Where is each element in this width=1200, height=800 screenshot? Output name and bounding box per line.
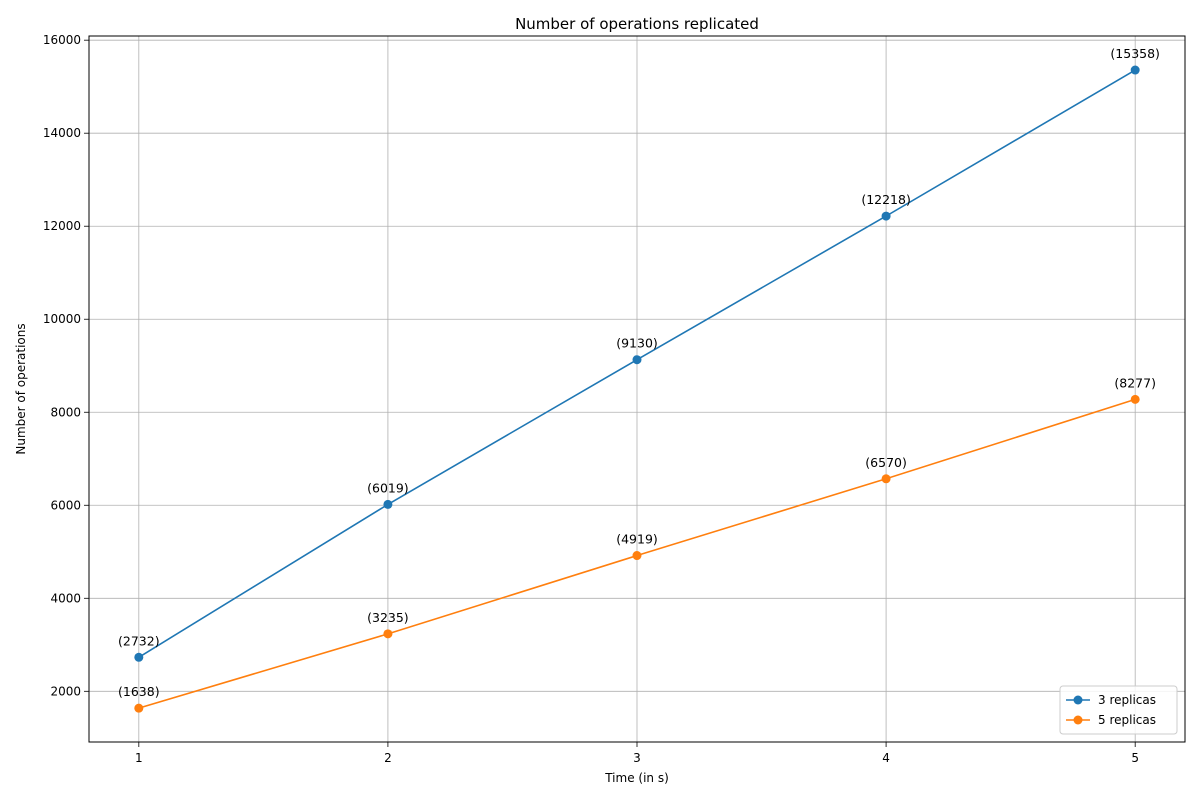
- y-tick-label: 4000: [50, 591, 81, 605]
- series-2: (1638) (3235) (4919) (6570) (8277): [118, 375, 1156, 713]
- data-point: [134, 703, 144, 713]
- data-label: (8277): [1114, 375, 1156, 390]
- data-point: [632, 355, 642, 365]
- x-tick-label: 4: [882, 751, 890, 765]
- legend-marker: [1073, 695, 1083, 705]
- x-axis-title: Time (in s): [604, 771, 669, 785]
- y-tick-label: 8000: [50, 405, 81, 419]
- legend-item: 3 replicas: [1066, 693, 1156, 707]
- x-tick-label: 2: [384, 751, 392, 765]
- legend-item: 5 replicas: [1066, 713, 1156, 727]
- x-tick-label: 5: [1131, 751, 1139, 765]
- y-tick-label: 2000: [50, 684, 81, 698]
- data-point: [881, 474, 891, 484]
- legend-box: [1059, 685, 1178, 735]
- data-label: (9130): [616, 336, 658, 351]
- data-label: (6019): [367, 480, 409, 495]
- data-point: [1130, 394, 1140, 404]
- y-tick-label: 10000: [43, 312, 81, 326]
- data-point: [383, 629, 393, 639]
- data-label: (4919): [616, 532, 658, 547]
- legend-marker: [1073, 715, 1083, 725]
- data-label: (15358): [1110, 46, 1160, 61]
- data-label: (3235): [367, 610, 409, 625]
- data-point: [632, 551, 642, 561]
- y-axis-title: Number of operations: [14, 323, 28, 454]
- data-point: [1130, 65, 1140, 75]
- y-tick-label: 6000: [50, 498, 81, 512]
- series-1: (2732) (6019) (9130) (12218) (15358): [118, 46, 1160, 662]
- legend-label: 3 replicas: [1098, 693, 1156, 707]
- x-tick-label: 3: [633, 751, 641, 765]
- y-tick-label: 14000: [43, 126, 81, 140]
- grid: [89, 36, 1185, 742]
- data-label: (6570): [865, 455, 907, 470]
- ticks: 1 2 3 4 5 2000 4000 6000 8000 10000 12000 14000 1600…: [43, 33, 1139, 765]
- data-label: (12218): [861, 192, 911, 207]
- series-layer: (2732) (6019) (9130) (12218) (15358) (1638) (3…: [118, 46, 1160, 713]
- data-point: [134, 652, 144, 662]
- data-label: (2732): [118, 633, 160, 648]
- y-tick-label: 16000: [43, 33, 81, 47]
- data-point: [383, 499, 393, 509]
- y-tick-label: 12000: [43, 219, 81, 233]
- legend: 3 replicas 5 replicas: [1059, 685, 1178, 735]
- legend-label: 5 replicas: [1098, 713, 1156, 727]
- data-point: [881, 211, 891, 221]
- data-label: (1638): [118, 684, 160, 699]
- x-tick-label: 1: [135, 751, 143, 765]
- chart-title: Number of operations replicated: [515, 15, 759, 33]
